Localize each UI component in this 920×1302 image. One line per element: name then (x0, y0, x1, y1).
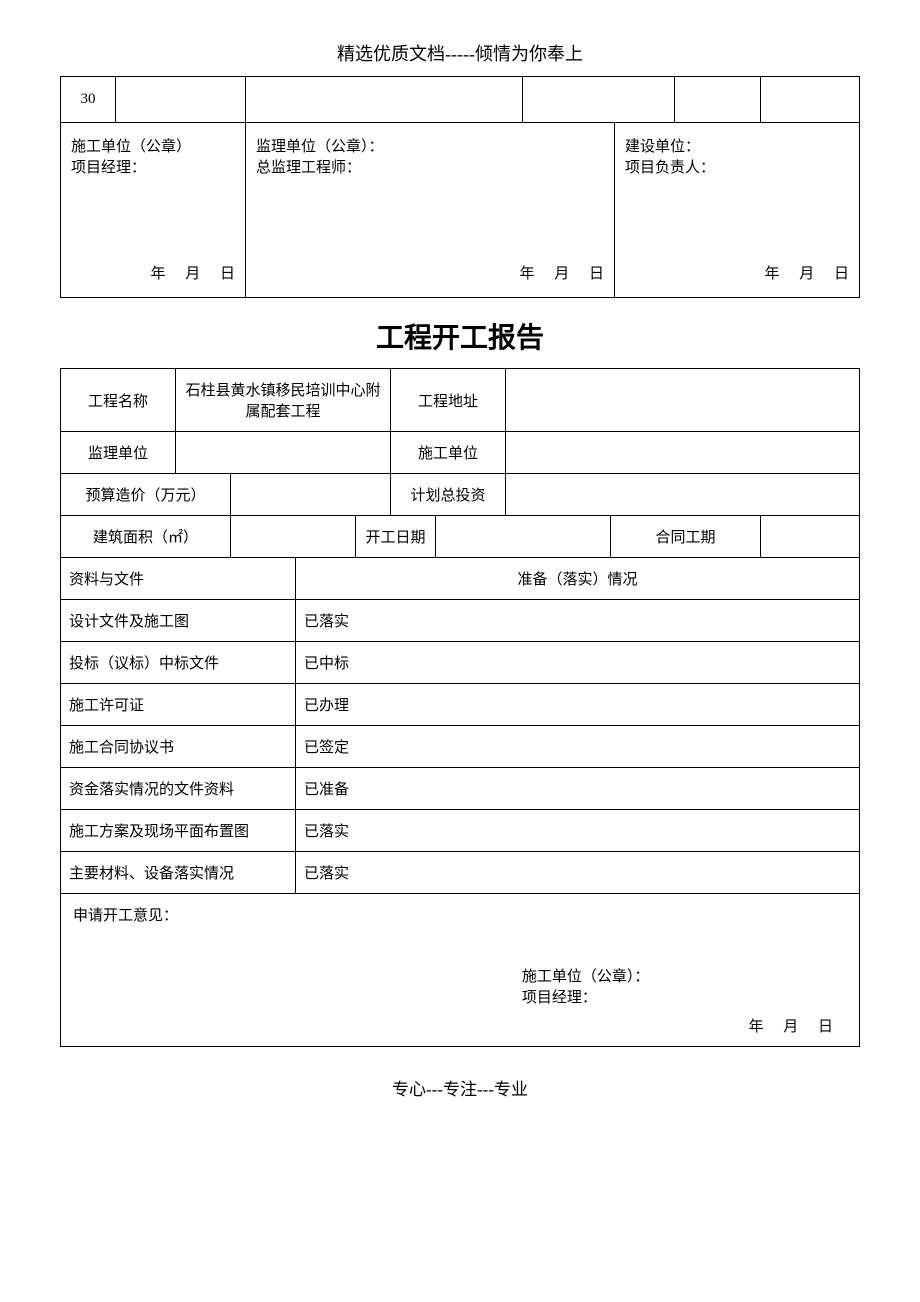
day-label: 日 (834, 266, 849, 282)
date-line: 年 月 日 (256, 262, 604, 283)
day-label: 日 (220, 266, 235, 282)
construction-unit-value (506, 432, 860, 474)
year-label: 年 (150, 266, 165, 282)
status-header-label: 准备（落实）情况 (296, 558, 860, 600)
year-label: 年 (764, 266, 779, 282)
doc-item-label: 资金落实情况的文件资料 (61, 768, 296, 810)
opinion-sig-line2: 项目经理： (522, 986, 847, 1007)
building-area-label: 建筑面积（㎡） (61, 516, 231, 558)
signature-table: 30 施工单位（公章） 项目经理： 年 月 日 监理单位（公章）： 总监理工程师… (60, 76, 860, 298)
sig-label: 总监理工程师： (256, 156, 604, 177)
report-form-table: 工程名称 石柱县黄水镇移民培训中心附属配套工程 工程地址 监理单位 施工单位 预… (60, 368, 860, 1047)
table-row: 资金落实情况的文件资料 已准备 (61, 768, 860, 810)
supervision-unit-sig: 监理单位（公章）： 总监理工程师： 年 月 日 (246, 123, 615, 298)
owner-unit-sig: 建设单位： 项目负责人： 年 月 日 (615, 123, 860, 298)
doc-item-label: 投标（议标）中标文件 (61, 642, 296, 684)
sig-label: 建设单位： (625, 135, 849, 156)
contract-period-value (761, 516, 860, 558)
empty-cell (761, 77, 860, 123)
doc-item-status: 已落实 (296, 852, 860, 894)
doc-item-status: 已中标 (296, 642, 860, 684)
table-row: 申请开工意见： 施工单位（公章）： 项目经理： 年 月 日 (61, 894, 860, 1047)
building-area-value (231, 516, 356, 558)
table-row: 主要材料、设备落实情况 已落实 (61, 852, 860, 894)
month-label: 月 (554, 266, 569, 282)
row-number: 30 (61, 77, 116, 123)
opinion-cell: 申请开工意见： 施工单位（公章）： 项目经理： 年 月 日 (61, 894, 860, 1047)
table-row: 监理单位 施工单位 (61, 432, 860, 474)
opinion-date-line: 年 月 日 (73, 1015, 847, 1036)
doc-item-status: 已签定 (296, 726, 860, 768)
opinion-sig-line1: 施工单位（公章）： (522, 965, 847, 986)
project-name-label: 工程名称 (61, 369, 176, 432)
budget-cost-value (231, 474, 391, 516)
day-label: 日 (818, 1019, 833, 1035)
table-row: 施工方案及现场平面布置图 已落实 (61, 810, 860, 852)
budget-cost-label: 预算造价（万元） (61, 474, 231, 516)
start-date-value (436, 516, 611, 558)
table-row: 30 (61, 77, 860, 123)
doc-item-label: 主要材料、设备落实情况 (61, 852, 296, 894)
table-row: 施工单位（公章） 项目经理： 年 月 日 监理单位（公章）： 总监理工程师： 年… (61, 123, 860, 298)
doc-item-status: 已落实 (296, 810, 860, 852)
supervision-unit-label: 监理单位 (61, 432, 176, 474)
documents-header-label: 资料与文件 (61, 558, 296, 600)
report-title: 工程开工报告 (60, 316, 860, 356)
date-line: 年 月 日 (625, 262, 849, 283)
sig-label: 项目经理： (71, 156, 235, 177)
sig-label: 监理单位（公章）： (256, 135, 604, 156)
year-label: 年 (748, 1019, 763, 1035)
table-row: 投标（议标）中标文件 已中标 (61, 642, 860, 684)
contract-period-label: 合同工期 (611, 516, 761, 558)
table-row: 施工合同协议书 已签定 (61, 726, 860, 768)
sig-label: 施工单位（公章） (71, 135, 235, 156)
empty-cell (116, 77, 246, 123)
page-footer: 专心---专注---专业 (60, 1075, 860, 1100)
start-date-label: 开工日期 (356, 516, 436, 558)
construction-unit-sig: 施工单位（公章） 项目经理： 年 月 日 (61, 123, 246, 298)
total-investment-value (506, 474, 860, 516)
construction-unit-label: 施工单位 (391, 432, 506, 474)
day-label: 日 (589, 266, 604, 282)
project-address-label: 工程地址 (391, 369, 506, 432)
doc-item-status: 已准备 (296, 768, 860, 810)
project-name-value: 石柱县黄水镇移民培训中心附属配套工程 (176, 369, 391, 432)
empty-cell (523, 77, 675, 123)
opinion-label: 申请开工意见： (73, 904, 847, 925)
empty-cell (675, 77, 761, 123)
doc-item-label: 施工许可证 (61, 684, 296, 726)
month-label: 月 (783, 1019, 798, 1035)
project-address-value (506, 369, 860, 432)
doc-item-label: 施工合同协议书 (61, 726, 296, 768)
page-header: 精选优质文档-----倾情为你奉上 (60, 40, 860, 66)
month-label: 月 (799, 266, 814, 282)
sig-label: 项目负责人： (625, 156, 849, 177)
doc-item-status: 已办理 (296, 684, 860, 726)
opinion-signature-block: 施工单位（公章）： 项目经理： (522, 965, 847, 1007)
table-row: 设计文件及施工图 已落实 (61, 600, 860, 642)
table-row: 工程名称 石柱县黄水镇移民培训中心附属配套工程 工程地址 (61, 369, 860, 432)
year-label: 年 (519, 266, 534, 282)
empty-cell (246, 77, 523, 123)
table-row: 建筑面积（㎡） 开工日期 合同工期 (61, 516, 860, 558)
table-row: 资料与文件 准备（落实）情况 (61, 558, 860, 600)
month-label: 月 (185, 266, 200, 282)
doc-item-status: 已落实 (296, 600, 860, 642)
table-row: 施工许可证 已办理 (61, 684, 860, 726)
total-investment-label: 计划总投资 (391, 474, 506, 516)
table-row: 预算造价（万元） 计划总投资 (61, 474, 860, 516)
doc-item-label: 设计文件及施工图 (61, 600, 296, 642)
doc-item-label: 施工方案及现场平面布置图 (61, 810, 296, 852)
supervision-unit-value (176, 432, 391, 474)
date-line: 年 月 日 (71, 262, 235, 283)
